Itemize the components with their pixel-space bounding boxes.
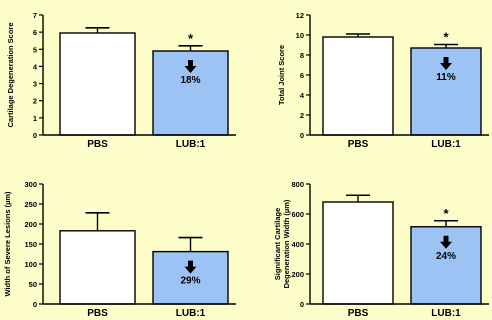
- y-tick-label: 10: [296, 31, 304, 40]
- y-tick-label: 200: [24, 220, 37, 229]
- y-tick-label: 600: [291, 210, 304, 219]
- significance-marker: *: [188, 31, 194, 46]
- reduction-label: 18%: [180, 75, 200, 86]
- y-axis-label: Total Joint Score: [277, 45, 286, 105]
- y-tick-label: 2: [33, 97, 37, 106]
- y-tick-label: 3: [33, 80, 37, 89]
- y-tick-label: 4: [300, 91, 305, 100]
- x-tick-label: PBS: [348, 139, 369, 150]
- y-axis-label: Cartilage Degeneration Score: [6, 22, 15, 127]
- y-tick-label: 12: [296, 11, 304, 20]
- x-tick-label: LUB:1: [176, 308, 206, 319]
- y-axis-label-line: Total Joint Score: [277, 45, 286, 105]
- y-tick-label: 400: [291, 240, 304, 249]
- y-tick-label: 0: [300, 131, 304, 140]
- y-tick-label: 100: [24, 260, 37, 269]
- y-tick-label: 1: [33, 114, 37, 123]
- y-tick-label: 2: [300, 111, 304, 120]
- x-tick-label: LUB:1: [431, 139, 461, 150]
- y-tick-label: 200: [291, 270, 304, 279]
- y-tick-label: 4: [33, 62, 38, 71]
- y-tick-label: 8: [300, 51, 304, 60]
- chart-panel-3: PBS LUB:1 0 50 100 150 200 250 300 Width of Sever…: [3, 180, 236, 319]
- y-tick-label: 250: [24, 200, 37, 209]
- bar-lub-1: [152, 250, 229, 305]
- chart-panel-2: PBS LUB:1 0 2 4 6 8 10 12 Total Joint Score * 11%: [277, 11, 489, 150]
- y-tick-label: 300: [24, 180, 37, 189]
- significance-marker: *: [443, 206, 449, 221]
- chart-panel-1: PBS LUB:1 0 1 2 3 4 5 6 7 Cartilage Degeneration S…: [6, 11, 236, 150]
- y-axis-label: Significant CartilageDegeneration Width …: [273, 199, 291, 288]
- y-tick-label: 800: [291, 180, 304, 189]
- x-tick-label: LUB:1: [431, 308, 461, 319]
- bar-pbs: [59, 32, 136, 136]
- y-tick-label: 0: [33, 300, 37, 309]
- y-tick-label: 0: [33, 131, 37, 140]
- y-tick-label: 7: [33, 11, 37, 20]
- reduction-label: 29%: [180, 276, 200, 287]
- down-arrow-icon: [184, 60, 197, 73]
- y-tick-label: 6: [300, 71, 304, 80]
- significance-marker: *: [443, 30, 449, 45]
- x-tick-label: PBS: [87, 308, 108, 319]
- y-tick-label: 150: [24, 240, 37, 249]
- reduction-label: 11%: [436, 72, 456, 83]
- y-axis-label-line: Degeneration Width (µm): [282, 199, 291, 288]
- y-tick-label: 50: [29, 280, 37, 289]
- down-arrow-icon: [440, 235, 452, 249]
- x-tick-label: LUB:1: [176, 139, 206, 150]
- x-tick-label: PBS: [348, 308, 369, 319]
- y-axis-label-line: Width of Severe Lesions (µm): [3, 191, 12, 297]
- bar-pbs: [322, 36, 394, 136]
- chart-panel-4: PBS LUB:1 0 200 400 600 800 Significant Cartila…: [273, 180, 489, 319]
- down-arrow-icon: [184, 260, 197, 274]
- bar-pbs: [59, 230, 136, 305]
- y-tick-label: 0: [300, 300, 304, 309]
- down-arrow-icon: [440, 57, 452, 70]
- y-tick-label: 5: [33, 45, 37, 54]
- y-tick-label: 6: [33, 28, 37, 37]
- reduction-label: 24%: [436, 251, 456, 262]
- x-tick-label: PBS: [87, 139, 108, 150]
- y-axis-label: Width of Severe Lesions (µm): [3, 191, 12, 297]
- y-axis-label-line: Cartilage Degeneration Score: [6, 22, 15, 127]
- bar-pbs: [322, 201, 394, 305]
- y-axis-label-line: Significant Cartilage: [273, 208, 282, 281]
